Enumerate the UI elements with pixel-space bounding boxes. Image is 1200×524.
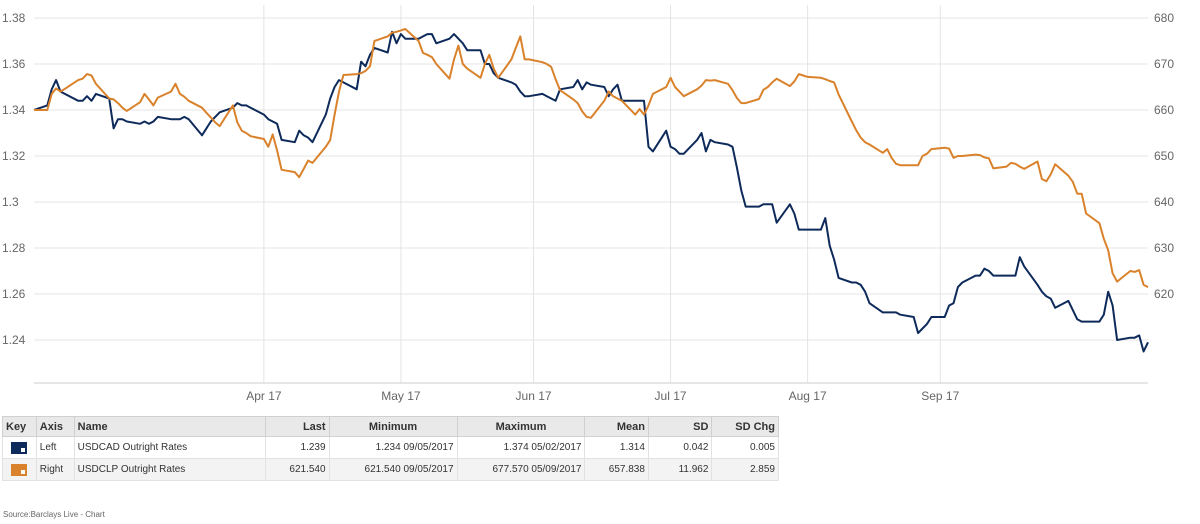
right-y-tick-label: 650 bbox=[1154, 149, 1174, 163]
left-y-tick-label: 1.26 bbox=[2, 287, 26, 301]
key-table-header-row: Key Axis Name Last Minimum Maximum Mean … bbox=[2, 416, 779, 437]
line-chart: 1.24 1.26 1.28 1.3 1.32 1.34 1.36 1.38 620 630 64… bbox=[2, 5, 1174, 403]
left-y-tick-label: 1.28 bbox=[2, 241, 26, 255]
sdchg-cell: 2.859 bbox=[711, 458, 779, 481]
x-tick-label: Apr 17 bbox=[246, 389, 282, 403]
col-sd-header: SD bbox=[647, 416, 713, 437]
x-tick-label: Jul 17 bbox=[655, 389, 687, 403]
col-name-header: Name bbox=[73, 416, 267, 437]
table-row: Left USDCAD Outright Rates 1.239 1.234 0… bbox=[2, 436, 779, 459]
left-y-tick-label: 1.38 bbox=[2, 11, 26, 25]
right-y-axis: 620 630 640 650 660 670 680 bbox=[1154, 11, 1174, 301]
x-tick-label: May 17 bbox=[381, 389, 421, 403]
right-y-tick-label: 680 bbox=[1154, 11, 1174, 25]
usdclp-series-line bbox=[34, 28, 1149, 288]
right-y-tick-label: 630 bbox=[1154, 241, 1174, 255]
col-last-header: Last bbox=[265, 416, 330, 437]
left-y-tick-label: 1.24 bbox=[2, 333, 26, 347]
col-maximum-header: Maximum bbox=[456, 416, 586, 437]
maximum-cell: 677.570 05/09/2017 bbox=[456, 458, 586, 481]
grid-lines bbox=[34, 5, 1148, 383]
last-cell: 1.239 bbox=[265, 436, 330, 459]
left-y-tick-label: 1.34 bbox=[2, 103, 26, 117]
right-y-tick-label: 640 bbox=[1154, 195, 1174, 209]
usdclp-swatch-icon bbox=[11, 463, 28, 476]
col-sdchg-header: SD Chg bbox=[711, 416, 779, 437]
axis-cell: Right bbox=[35, 458, 75, 481]
col-minimum-header: Minimum bbox=[328, 416, 458, 437]
x-tick-label: Jun 17 bbox=[516, 389, 552, 403]
mean-cell: 1.314 bbox=[584, 436, 649, 459]
x-tick-label: Aug 17 bbox=[789, 389, 827, 403]
sd-cell: 0.042 bbox=[647, 436, 713, 459]
col-axis-header: Axis bbox=[35, 416, 75, 437]
key-swatch-cell bbox=[2, 458, 37, 481]
minimum-cell: 621.540 09/05/2017 bbox=[328, 458, 458, 481]
source-caption: Source:Barclays Live - Chart bbox=[3, 510, 105, 519]
axis-cell: Left bbox=[35, 436, 75, 459]
last-cell: 621.540 bbox=[265, 458, 330, 481]
usdcad-series-line bbox=[33, 30, 1149, 353]
right-y-tick-label: 660 bbox=[1154, 103, 1174, 117]
right-y-tick-label: 620 bbox=[1154, 287, 1174, 301]
left-y-tick-label: 1.32 bbox=[2, 149, 26, 163]
mean-cell: 657.838 bbox=[584, 458, 649, 481]
table-row: Right USDCLP Outright Rates 621.540 621.… bbox=[2, 458, 779, 481]
key-table: Key Axis Name Last Minimum Maximum Mean … bbox=[2, 416, 779, 481]
sd-cell: 11.962 bbox=[647, 458, 713, 481]
sdchg-cell: 0.005 bbox=[711, 436, 779, 459]
left-y-tick-label: 1.3 bbox=[2, 195, 19, 209]
name-cell: USDCAD Outright Rates bbox=[73, 436, 267, 459]
series-lines bbox=[33, 28, 1149, 353]
key-swatch-cell bbox=[2, 436, 37, 459]
left-y-axis: 1.24 1.26 1.28 1.3 1.32 1.34 1.36 1.38 bbox=[2, 11, 26, 347]
right-y-tick-label: 670 bbox=[1154, 57, 1174, 71]
x-tick-label: Sep 17 bbox=[921, 389, 959, 403]
usdcad-swatch-icon bbox=[11, 441, 28, 454]
col-mean-header: Mean bbox=[584, 416, 649, 437]
minimum-cell: 1.234 09/05/2017 bbox=[328, 436, 458, 459]
col-key-header: Key bbox=[2, 416, 37, 437]
x-axis: Apr 17 May 17 Jun 17 Jul 17 Aug 17 Sep 17 bbox=[34, 382, 1148, 403]
left-y-tick-label: 1.36 bbox=[2, 57, 26, 71]
name-cell: USDCLP Outright Rates bbox=[73, 458, 267, 481]
maximum-cell: 1.374 05/02/2017 bbox=[456, 436, 586, 459]
